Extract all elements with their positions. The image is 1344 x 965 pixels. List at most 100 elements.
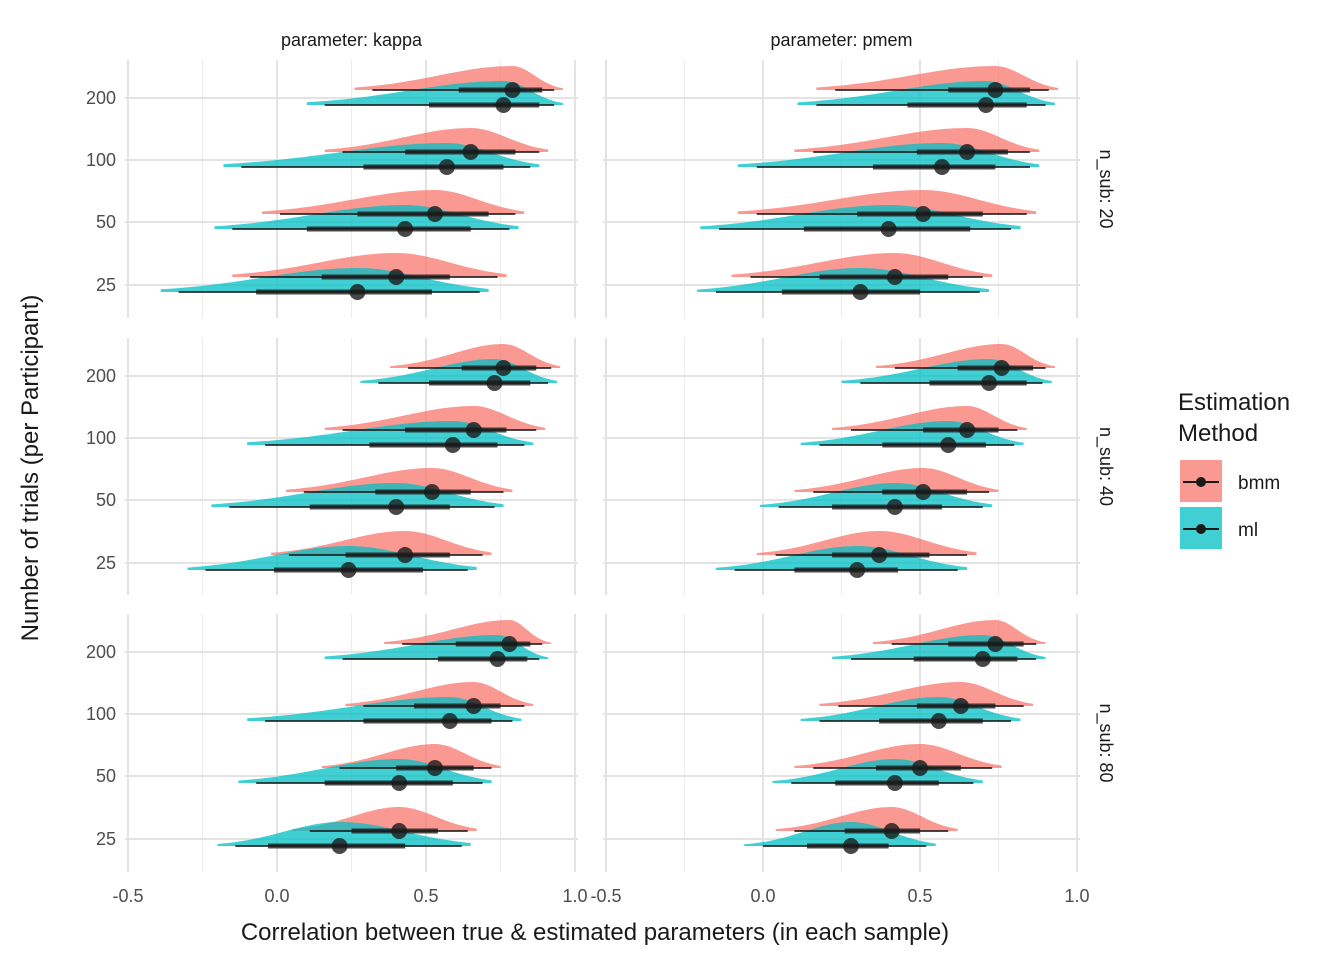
facet-row-label: n_sub: 40: [1095, 427, 1116, 506]
median-point-bmm: [462, 144, 479, 160]
facet-column-label: parameter: pmem: [770, 30, 912, 50]
legend-key-point: [1196, 524, 1206, 534]
median-point-ml: [349, 284, 366, 300]
density-bmm: [345, 682, 534, 706]
density-bmm: [832, 406, 1027, 430]
y-tick-label: 200: [86, 366, 116, 386]
median-point-bmm: [952, 698, 969, 714]
y-tick-label: 100: [86, 150, 116, 170]
x-tick-label: -0.5: [112, 886, 143, 906]
median-point-bmm: [397, 547, 414, 563]
y-tick-label: 50: [96, 490, 116, 510]
x-tick-label: 0.0: [264, 886, 289, 906]
y-tick-label: 50: [96, 766, 116, 786]
median-point-ml: [886, 775, 903, 791]
median-point-ml: [886, 499, 903, 515]
density-ml: [700, 205, 1021, 229]
median-point-bmm: [915, 484, 932, 500]
density-bmm: [285, 468, 513, 492]
median-point-ml: [486, 375, 503, 391]
panel-marks-1-2: [744, 620, 1046, 854]
density-bmm: [872, 620, 1046, 644]
median-point-ml: [444, 437, 461, 453]
median-point-bmm: [495, 360, 512, 376]
legend: Estimation Method bmm ml: [1178, 389, 1290, 549]
x-tick-label: 0.5: [413, 886, 438, 906]
density-ml: [223, 143, 540, 167]
y-tick-label: 200: [86, 88, 116, 108]
density-bmm: [324, 406, 546, 430]
density-ml: [772, 759, 983, 783]
density-ml: [697, 268, 990, 292]
density-bmm: [756, 531, 977, 555]
y-tick-label: 50: [96, 212, 116, 232]
median-point-bmm: [423, 484, 440, 500]
density-bmm: [794, 744, 1002, 768]
median-point-ml: [974, 651, 991, 667]
y-tick-label: 100: [86, 704, 116, 724]
median-point-bmm: [959, 422, 976, 438]
legend-label: bmm: [1238, 473, 1280, 494]
x-tick-label: -0.5: [590, 886, 621, 906]
median-point-ml: [438, 159, 455, 175]
density-ml: [247, 421, 534, 445]
density-ml: [715, 546, 968, 570]
median-point-ml: [441, 713, 458, 729]
density-ml: [217, 822, 471, 846]
density-ml: [759, 483, 993, 507]
x-tick-label: 1.0: [1064, 886, 1089, 906]
median-point-ml: [331, 838, 348, 854]
density-bmm: [731, 253, 993, 277]
y-tick-label: 100: [86, 428, 116, 448]
median-point-ml: [397, 221, 414, 237]
median-point-bmm: [886, 269, 903, 285]
y-tick-label: 25: [96, 553, 116, 573]
y-tick-label: 25: [96, 275, 116, 295]
x-tick-label: 0.0: [750, 886, 775, 906]
panel-marks-0-2: [217, 620, 552, 854]
density-bmm: [262, 190, 525, 214]
y-tick-label: 200: [86, 642, 116, 662]
y-tick-label: 25: [96, 829, 116, 849]
median-point-ml: [852, 284, 869, 300]
median-point-bmm: [504, 82, 521, 98]
median-point-bmm: [883, 823, 900, 839]
density-bmm: [324, 128, 549, 152]
median-point-bmm: [871, 547, 888, 563]
median-point-bmm: [501, 636, 518, 652]
median-point-ml: [930, 713, 947, 729]
panel-marks-1-0: [697, 66, 1059, 300]
density-bmm: [794, 128, 1040, 152]
panel-marks-0-1: [187, 344, 561, 578]
median-point-bmm: [426, 760, 443, 776]
median-point-ml: [933, 159, 950, 175]
median-point-ml: [849, 562, 866, 578]
facet-column-label: parameter: kappa: [281, 30, 423, 50]
legend-title-line: Estimation: [1178, 389, 1290, 416]
x-axis-title: Correlation between true & estimated par…: [241, 919, 949, 946]
median-point-ml: [340, 562, 357, 578]
facet-row-label: n_sub: 20: [1095, 149, 1116, 228]
density-ml: [744, 822, 936, 846]
panel-marks-0-0: [160, 66, 564, 300]
median-point-bmm: [465, 698, 482, 714]
density-bmm: [794, 468, 999, 492]
density-ml: [187, 546, 477, 570]
median-point-ml: [842, 838, 859, 854]
median-point-bmm: [987, 82, 1004, 98]
legend-key-point: [1196, 477, 1206, 487]
median-point-ml: [388, 499, 405, 515]
median-point-bmm: [987, 636, 1004, 652]
median-point-bmm: [912, 760, 928, 776]
facet-row-label: n_sub: 80: [1095, 703, 1116, 782]
median-point-ml: [880, 221, 897, 237]
median-point-bmm: [465, 422, 482, 438]
density-bmm: [232, 253, 507, 277]
x-tick-label: 1.0: [562, 886, 587, 906]
panel-marks-1-1: [715, 344, 1056, 578]
median-point-ml: [391, 775, 408, 791]
density-ml: [214, 205, 519, 229]
density-bmm: [819, 682, 1034, 706]
median-point-bmm: [915, 206, 932, 222]
density-bmm: [876, 344, 1056, 368]
